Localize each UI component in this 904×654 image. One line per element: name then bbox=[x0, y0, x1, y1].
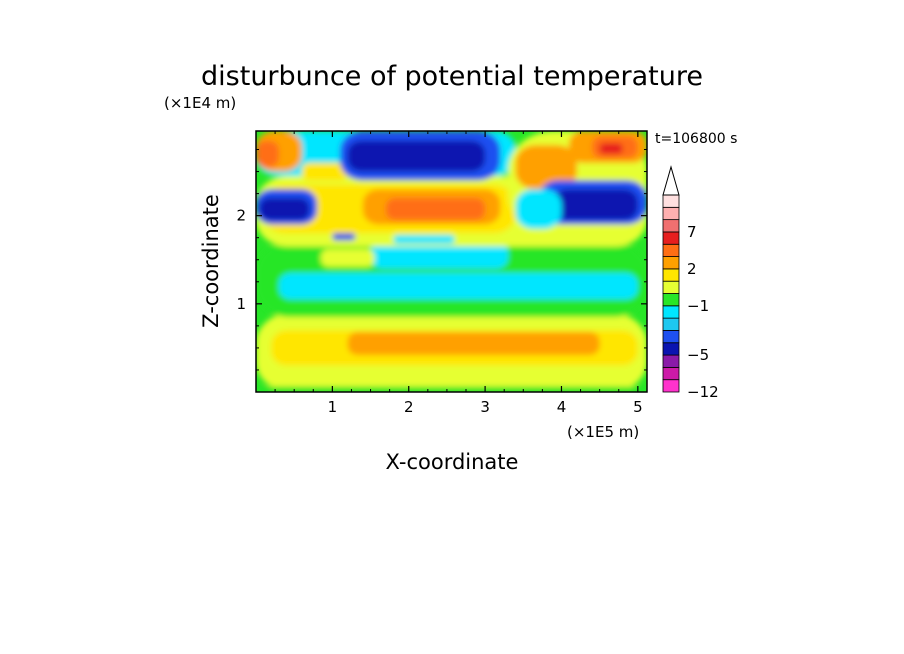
contour-region bbox=[599, 143, 623, 154]
colorbar-swatch bbox=[662, 231, 680, 245]
contour-region bbox=[515, 145, 577, 190]
y-tick-label: 2 bbox=[236, 207, 246, 225]
colorbar-swatch bbox=[662, 305, 680, 319]
y-axis-ticks: 12 bbox=[236, 149, 647, 371]
contour-region bbox=[385, 198, 486, 221]
contour-field bbox=[256, 131, 647, 392]
colorbar-extend-max bbox=[662, 165, 680, 196]
x-scale-label: (×1E5 m) bbox=[567, 423, 639, 441]
time-label: t=106800 s bbox=[655, 131, 737, 147]
colorbar-label: 7 bbox=[687, 223, 697, 241]
colorbar-label: −1 bbox=[687, 297, 709, 315]
colorbar-swatch bbox=[662, 354, 680, 368]
y-scale-label: (×1E4 m) bbox=[164, 94, 236, 112]
contour-region bbox=[347, 140, 486, 172]
colorbar-swatch bbox=[662, 256, 680, 270]
colorbar-swatch bbox=[662, 243, 680, 257]
contour-region bbox=[393, 235, 455, 244]
contour-region bbox=[515, 189, 562, 229]
contour-region bbox=[256, 386, 647, 392]
plot-frame bbox=[255, 130, 648, 393]
x-tick-label: 1 bbox=[328, 398, 338, 416]
colorbar-swatch bbox=[662, 194, 680, 208]
colorbar-swatch bbox=[662, 379, 680, 393]
x-axis-label: X-coordinate bbox=[386, 450, 519, 474]
y-tick-label: 1 bbox=[236, 295, 246, 313]
colorbar-label: −5 bbox=[687, 346, 709, 364]
contour-region bbox=[278, 272, 638, 300]
contour-region bbox=[553, 189, 638, 221]
colorbar-swatch bbox=[662, 268, 680, 282]
colorbar-swatch bbox=[662, 280, 680, 294]
contour-region bbox=[320, 249, 375, 267]
colorbar-label: 2 bbox=[687, 260, 697, 278]
chart-title: disturbunce of potential temperature bbox=[201, 61, 703, 92]
contour-region bbox=[301, 162, 348, 181]
contour-region bbox=[370, 242, 509, 269]
x-axis-ticks: 1 2 3 4 5 bbox=[274, 131, 643, 416]
contour-region bbox=[259, 198, 310, 221]
contour-region bbox=[256, 140, 279, 168]
x-tick-label: 2 bbox=[404, 398, 414, 416]
colorbar-swatch bbox=[662, 330, 680, 344]
y-axis-label: Z-coordinate bbox=[199, 194, 223, 328]
colorbar-swatch bbox=[662, 219, 680, 233]
colorbar-swatch bbox=[662, 293, 680, 307]
colorbar: 7 2 −1 −5 −12 bbox=[662, 165, 719, 401]
x-tick-label: 5 bbox=[633, 398, 643, 416]
x-tick-label: 4 bbox=[557, 398, 567, 416]
contour-region bbox=[347, 332, 600, 355]
colorbar-swatch bbox=[662, 206, 680, 221]
colorbar-swatch bbox=[662, 342, 680, 356]
colorbar-swatch bbox=[662, 366, 680, 381]
colorbar-label: −12 bbox=[687, 383, 719, 401]
contour-region bbox=[332, 233, 356, 241]
x-tick-label: 3 bbox=[480, 398, 490, 416]
colorbar-swatch bbox=[662, 317, 680, 331]
